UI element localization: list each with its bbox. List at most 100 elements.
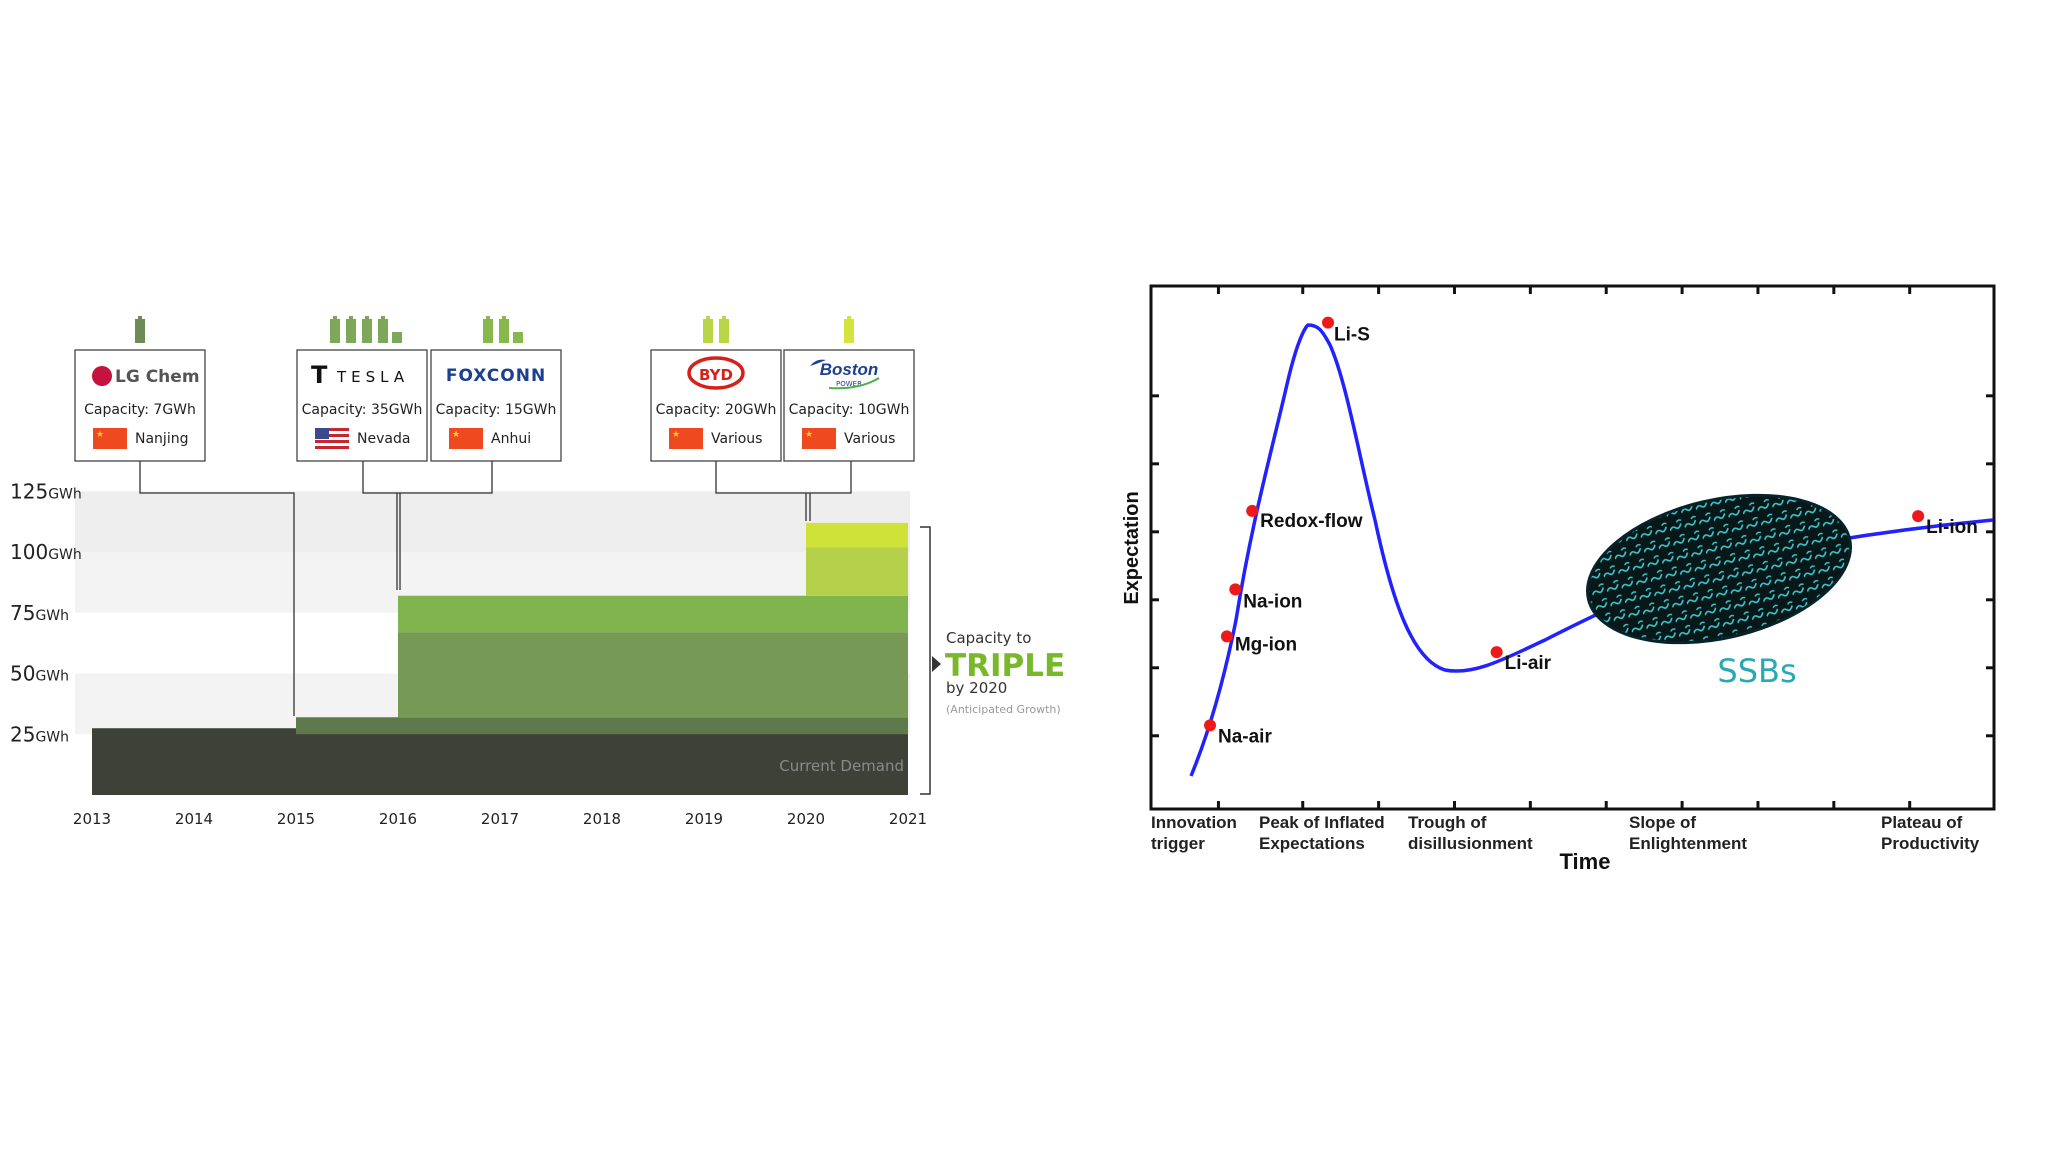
x-tick-label: 2020 bbox=[787, 810, 825, 828]
capacity-layer-lg-chem bbox=[296, 717, 908, 735]
company-capacity: Capacity: 15GWh bbox=[436, 402, 557, 418]
capacity-layer-byd bbox=[806, 547, 908, 596]
x-tick-label: 2016 bbox=[379, 810, 417, 828]
point-label: Mg-ion bbox=[1235, 634, 1297, 655]
boston-logo-icon bbox=[810, 359, 826, 366]
x-tick-label: 2015 bbox=[277, 810, 315, 828]
company-card-lg-chem: LG Chem Capacity: 7GWh ★ Nanjing bbox=[74, 349, 206, 462]
annotation-triple: TRIPLE bbox=[945, 648, 1065, 684]
company-capacity: Capacity: 20GWh bbox=[656, 402, 777, 418]
usa-flag-icon bbox=[315, 428, 349, 449]
china-flag-icon: ★ bbox=[669, 428, 703, 449]
phase-label: Slope of Enlightenment bbox=[1629, 813, 1747, 853]
battery-icon bbox=[362, 319, 372, 343]
battery-icon bbox=[703, 319, 713, 343]
battery-icon bbox=[844, 319, 854, 343]
battery-icon bbox=[330, 319, 340, 343]
x-tick-label: 2019 bbox=[685, 810, 723, 828]
svg-text:★: ★ bbox=[96, 430, 104, 440]
company-location: Various bbox=[711, 431, 762, 447]
company-name: BYD bbox=[699, 366, 733, 384]
battery-icon bbox=[499, 319, 509, 343]
point-label: Na-air bbox=[1218, 726, 1272, 747]
y-axis-label: Expectation bbox=[1121, 491, 1143, 604]
company-capacity: Capacity: 7GWh bbox=[84, 402, 196, 418]
company-location: Various bbox=[844, 431, 895, 447]
capacity-layer-tesla bbox=[398, 632, 908, 718]
china-flag-icon: ★ bbox=[802, 428, 836, 449]
company-location: Nevada bbox=[357, 431, 410, 447]
phase-label: Innovation trigger bbox=[1151, 813, 1237, 853]
battery-capacity-chart: LG Chem Capacity: 7GWh ★ Nanjing T TESLA Capac… bbox=[10, 316, 1065, 828]
company-name: TESLA bbox=[336, 368, 409, 386]
x-tick-label: 2017 bbox=[481, 810, 519, 828]
company-card-byd: BYD Capacity: 20GWh ★ Various bbox=[650, 349, 782, 462]
y-tick-label: 50GWh bbox=[10, 662, 69, 686]
company-name: LG Chem bbox=[115, 367, 200, 387]
phase-label: Trough of disillusionment bbox=[1408, 813, 1533, 853]
battery-icons bbox=[703, 316, 729, 343]
ssbs-label: SSBs bbox=[1717, 652, 1796, 690]
battery-icon bbox=[719, 319, 729, 343]
capacity-layer-foxconn bbox=[398, 595, 908, 633]
y-tick-label: 75GWh bbox=[10, 601, 69, 625]
annotation-line4: (Anticipated Growth) bbox=[946, 703, 1061, 716]
x-tick-label: 2018 bbox=[583, 810, 621, 828]
company-capacity: Capacity: 35GWh bbox=[302, 402, 423, 418]
y-tick-label: 25GWh bbox=[10, 722, 69, 746]
lg-logo-icon bbox=[92, 366, 112, 386]
china-flag-icon: ★ bbox=[93, 428, 127, 449]
china-flag-icon: ★ bbox=[449, 428, 483, 449]
battery-icon bbox=[346, 319, 356, 343]
company-capacity: Capacity: 10GWh bbox=[789, 402, 910, 418]
ssbs-ellipse bbox=[1586, 493, 1852, 645]
battery-icons bbox=[844, 316, 854, 343]
x-tick-label: 2021 bbox=[889, 810, 927, 828]
grid-band bbox=[75, 491, 910, 552]
battery-icon bbox=[378, 319, 388, 343]
svg-text:★: ★ bbox=[452, 430, 460, 440]
point-mg-ion bbox=[1220, 630, 1233, 643]
phase-label: Plateau of Productivity bbox=[1881, 813, 1980, 853]
hype-curve bbox=[1189, 323, 1994, 777]
svg-text:★: ★ bbox=[805, 430, 813, 440]
battery-icons bbox=[135, 316, 145, 343]
battery-icons bbox=[330, 316, 402, 343]
tesla-logo-icon: T bbox=[311, 361, 328, 389]
current-demand-area bbox=[92, 728, 908, 795]
point-label: Li-ion bbox=[1926, 517, 1978, 538]
phase-label: Peak of Inflated Expectations bbox=[1259, 813, 1385, 853]
point-na-air bbox=[1204, 719, 1217, 732]
company-name: FOXCONN bbox=[446, 366, 546, 386]
point-li-s bbox=[1322, 316, 1335, 329]
x-tick-label: 2014 bbox=[175, 810, 213, 828]
svg-text:★: ★ bbox=[672, 430, 680, 440]
annotation-line3: by 2020 bbox=[946, 679, 1007, 697]
company-location: Nanjing bbox=[135, 431, 188, 447]
point-label: Li-S bbox=[1334, 325, 1370, 346]
company-subname: POWER bbox=[836, 380, 862, 388]
point-label: Redox-flow bbox=[1260, 511, 1363, 532]
x-tick-label: 2013 bbox=[73, 810, 111, 828]
point-redox-flow bbox=[1246, 504, 1259, 517]
x-axis-label: Time bbox=[1560, 849, 1611, 874]
y-tick-label: 125GWh bbox=[10, 479, 82, 503]
company-card-foxconn: FOXCONN Capacity: 15GWh ★ Anhui bbox=[430, 349, 562, 462]
battery-icon bbox=[135, 319, 145, 343]
company-location: Anhui bbox=[491, 431, 531, 447]
point-na-ion bbox=[1229, 583, 1242, 596]
point-label: Na-ion bbox=[1243, 591, 1302, 612]
battery-icon bbox=[483, 319, 493, 343]
annotation-line1: Capacity to bbox=[946, 629, 1031, 647]
y-tick-label: 100GWh bbox=[10, 540, 82, 564]
current-demand-label: Current Demand bbox=[779, 757, 904, 775]
company-name: Boston bbox=[820, 360, 879, 379]
byd-logo-icon bbox=[687, 356, 745, 390]
battery-icons bbox=[483, 316, 523, 343]
capacity-layer-boston-power bbox=[806, 522, 908, 548]
point-li-ion bbox=[1912, 510, 1925, 523]
point-li-air bbox=[1490, 646, 1503, 659]
company-card-tesla: T TESLA Capacity: 35GWh Nevada bbox=[296, 349, 428, 462]
point-label: Li-air bbox=[1505, 653, 1552, 674]
